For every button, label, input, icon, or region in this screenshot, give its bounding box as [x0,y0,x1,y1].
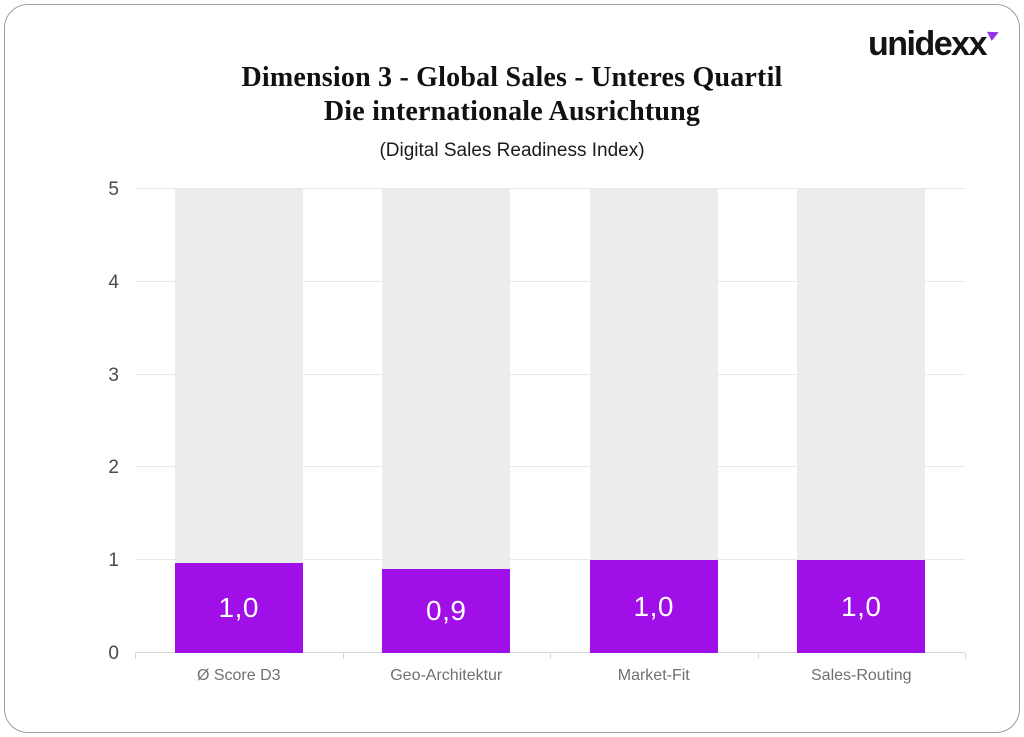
bar-value-label: 1,0 [218,591,259,623]
x-axis: Ø Score D3 Geo-Architektur Market-Fit Sales… [135,667,965,685]
x-axis-category-label: Ø Score D3 [196,667,281,684]
bar-cell-4: 1,0 [758,189,966,653]
chart-header: Dimension 3 - Global Sales - Unteres Qua… [5,61,1019,162]
x-axis-tick [550,653,551,659]
chart-title-line1: Dimension 3 - Global Sales - Unteres Qua… [241,62,783,93]
chart-title-line2: Die internationale Ausrichtung [323,95,701,127]
y-axis-tick-label-4: 4 [108,271,119,293]
x-axis-tick [965,653,966,659]
value-bar: 0,9 [382,569,511,653]
bar-value-label: 1,0 [841,590,882,622]
x-axis-tick [342,653,344,659]
bar-value-label: 0,9 [426,595,467,627]
gridline-y2 [135,466,965,468]
brand-logo-mark-icon [986,27,1000,42]
y-axis-tick-label-1: 1 [108,550,119,572]
gridline-y5 [135,188,965,189]
bar-value-label: 1,0 [633,590,674,622]
gridline-y4 [135,280,965,282]
x-axis-category-label: Market-Fit [617,667,690,684]
report-card: unidexx Dimension 3 - Global Sales - Unt… [4,4,1020,733]
brand-logo: unidexx [868,27,999,61]
bar-cell-3: 1,0 [550,189,758,653]
brand-logo-text: unidexx [868,25,987,63]
y-axis-tick-label-0: 0 [108,643,119,664]
y-axis-tick-label-3: 3 [108,364,119,386]
y-axis-tick-label-5: 5 [108,179,119,200]
bar-cell-2: 0,9 [343,189,551,653]
bar-cell-1: 1,0 [135,189,343,653]
gridline-y0 [135,652,965,653]
gridline-y3 [135,373,965,375]
y-axis-tick-label-2: 2 [108,457,119,479]
x-axis-category-label: Sales-Routing [811,667,912,684]
gridline-y1 [135,559,965,561]
plot-area: 1,0 0,9 1,0 1,0 [135,188,966,659]
x-axis-tick [135,653,136,659]
value-bar: 1,0 [797,560,926,653]
chart-subtitle: (Digital Sales Readiness Index) [379,140,645,162]
value-bar: 1,0 [174,562,303,653]
x-axis-category-label: Geo-Architektur [390,667,503,684]
value-bar: 1,0 [589,560,718,653]
x-axis-tick [757,653,759,659]
